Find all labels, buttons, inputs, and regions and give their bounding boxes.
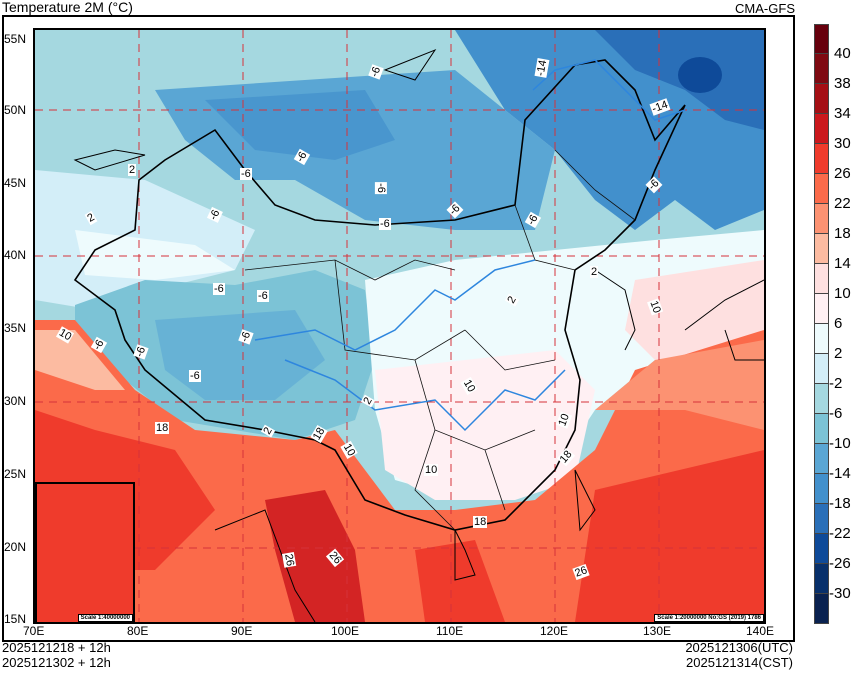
lon-label: 70E xyxy=(23,624,45,638)
chart-title: Temperature 2M (°C) xyxy=(2,0,133,15)
contour-label: 26 xyxy=(281,551,297,569)
colorbar-label: 38 xyxy=(834,75,851,92)
colorbar-segment xyxy=(814,534,829,564)
contour-label: 2 xyxy=(128,164,137,176)
colorbar-segment xyxy=(814,384,829,414)
contour-label: 18 xyxy=(155,422,170,434)
colorbar-segment xyxy=(814,84,829,114)
model-name: CMA-GFS xyxy=(735,1,795,16)
lon-label: 100E xyxy=(331,624,360,638)
colorbar-segment xyxy=(814,564,829,594)
lat-label: 45N xyxy=(4,176,27,190)
map-scale-label: Scale 1:20000000 No:GS (2019) 1786 xyxy=(654,614,764,622)
colorbar-segment xyxy=(814,174,829,204)
colorbar-segment xyxy=(814,324,829,354)
colorbar-label: 18 xyxy=(834,225,851,242)
colorbar-label: -22 xyxy=(829,525,851,542)
colorbar-label: -14 xyxy=(829,465,851,482)
colorbar-label: 22 xyxy=(834,195,851,212)
colorbar-segment xyxy=(814,114,829,144)
lon-label: 90E xyxy=(231,624,253,638)
contour-label: -6 xyxy=(189,370,201,382)
init-time-utc: 2025121218 + 12h xyxy=(2,640,111,655)
colorbar-segment xyxy=(814,414,829,444)
colorbar-segment xyxy=(814,234,829,264)
inset-scale-label: Scale 1:40000000 xyxy=(77,614,133,622)
colorbar-segment xyxy=(814,294,829,324)
lat-label: 50N xyxy=(4,103,27,117)
colorbar-label: 30 xyxy=(834,135,851,152)
temperature-map: Scale 1:40000000 Scale 1:20000000 No:GS … xyxy=(33,28,766,624)
contour-label: -6 xyxy=(240,168,252,180)
colorbar-label: 2 xyxy=(834,345,843,362)
contour-label: 18 xyxy=(473,516,488,528)
colorbar-label: 26 xyxy=(834,165,851,182)
colorbar-segment xyxy=(814,444,829,474)
lat-label: 25N xyxy=(4,467,27,481)
colorbar-label: -10 xyxy=(829,435,851,452)
lat-label: 55N xyxy=(4,32,27,46)
lat-label: 20N xyxy=(4,540,27,554)
valid-time-cst: 2025121314(CST) xyxy=(686,655,793,670)
colorbar-segment xyxy=(814,354,829,384)
lat-label: 30N xyxy=(4,394,27,408)
lat-label: 35N xyxy=(4,321,27,335)
colorbar-segment xyxy=(814,504,829,534)
contour-label: -6 xyxy=(257,290,269,302)
lon-label: 130E xyxy=(643,624,672,638)
valid-time-utc: 2025121306(UTC) xyxy=(685,640,793,655)
colorbar-label: -18 xyxy=(829,495,851,512)
lon-label: 110E xyxy=(436,624,464,638)
colorbar-label: -2 xyxy=(829,375,843,392)
lon-label: 140E xyxy=(746,624,775,638)
colorbar-segment xyxy=(814,24,829,54)
south-china-sea-inset: Scale 1:40000000 xyxy=(35,482,135,622)
contour-label: 2 xyxy=(590,266,599,278)
lon-label: 120E xyxy=(540,624,569,638)
colorbar-label: 34 xyxy=(834,105,851,122)
contour-label: 10 xyxy=(424,464,439,476)
colorbar-segment xyxy=(814,54,829,84)
lat-label: 40N xyxy=(4,248,27,262)
colorbar-label: -26 xyxy=(829,555,851,572)
plot-frame xyxy=(2,15,795,642)
colorbar-label: 6 xyxy=(834,315,843,332)
init-time-cst: 2025121302 + 12h xyxy=(2,655,111,670)
colorbar-segment xyxy=(814,264,829,294)
lat-label: 15N xyxy=(4,612,27,626)
contour-label: -6 xyxy=(379,218,391,230)
contour-label: -6 xyxy=(213,283,225,295)
colorbar xyxy=(814,24,829,624)
colorbar-segment xyxy=(814,144,829,174)
colorbar-label: 14 xyxy=(834,255,851,272)
contour-label: -6 xyxy=(374,182,387,194)
colorbar-label: 40 xyxy=(834,45,851,62)
colorbar-segment xyxy=(814,474,829,504)
colorbar-label: 10 xyxy=(834,285,851,302)
colorbar-segment xyxy=(814,204,829,234)
colorbar-label: -30 xyxy=(829,585,851,602)
lon-label: 80E xyxy=(127,624,149,638)
colorbar-segment xyxy=(814,594,829,624)
map-field xyxy=(35,30,764,622)
colorbar-label: -6 xyxy=(829,405,843,422)
